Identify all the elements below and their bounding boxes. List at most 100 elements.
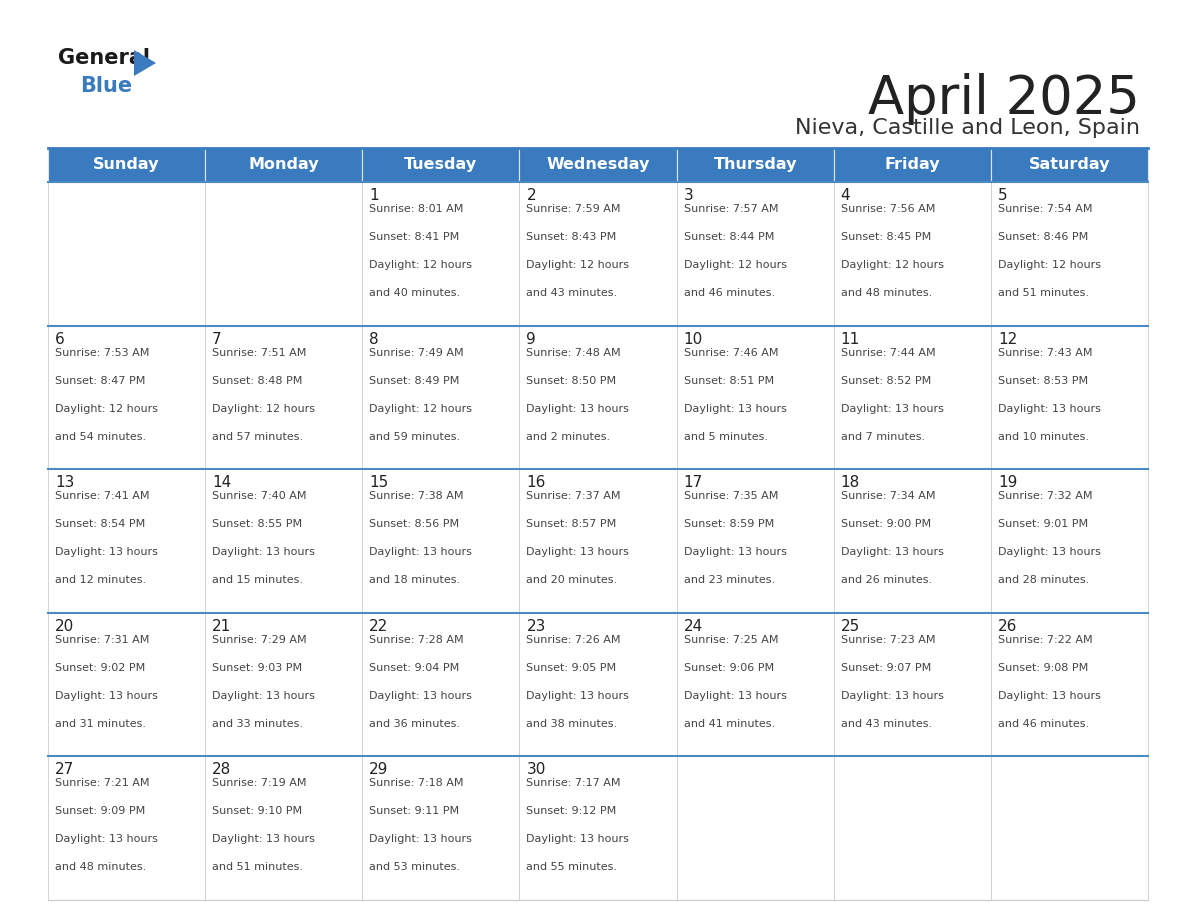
Text: General: General [58,48,150,68]
Text: Sunset: 9:08 PM: Sunset: 9:08 PM [998,663,1088,673]
Text: Sunset: 9:09 PM: Sunset: 9:09 PM [55,806,145,816]
Text: and 40 minutes.: and 40 minutes. [369,288,461,298]
Text: Daylight: 13 hours: Daylight: 13 hours [683,547,786,557]
Text: Daylight: 13 hours: Daylight: 13 hours [526,834,630,845]
Text: Thursday: Thursday [713,158,797,173]
Text: and 43 minutes.: and 43 minutes. [841,719,931,729]
Bar [834,756,991,900]
Text: and 59 minutes.: and 59 minutes. [369,431,461,442]
Text: Sunset: 8:48 PM: Sunset: 8:48 PM [213,375,303,386]
Text: and 43 minutes.: and 43 minutes. [526,288,618,298]
Text: Sunrise: 7:34 AM: Sunrise: 7:34 AM [841,491,935,501]
Text: Daylight: 13 hours: Daylight: 13 hours [841,404,943,414]
Text: Sunrise: 7:56 AM: Sunrise: 7:56 AM [841,204,935,214]
Text: Sunrise: 7:32 AM: Sunrise: 7:32 AM [998,491,1092,501]
Text: Sunrise: 7:43 AM: Sunrise: 7:43 AM [998,348,1092,358]
Bar [991,756,1148,900]
Bar [48,756,206,900]
Text: Monday: Monday [248,158,320,173]
Text: and 7 minutes.: and 7 minutes. [841,431,924,442]
Text: Sunset: 8:47 PM: Sunset: 8:47 PM [55,375,145,386]
Text: 13: 13 [55,476,75,490]
Text: Sunset: 9:06 PM: Sunset: 9:06 PM [683,663,773,673]
Text: 19: 19 [998,476,1017,490]
Text: 26: 26 [998,619,1017,633]
Text: 21: 21 [213,619,232,633]
Text: Daylight: 12 hours: Daylight: 12 hours [213,404,315,414]
Text: Sunrise: 7:53 AM: Sunrise: 7:53 AM [55,348,150,358]
Text: 9: 9 [526,331,536,347]
Text: and 51 minutes.: and 51 minutes. [998,288,1089,298]
Text: Sunrise: 7:46 AM: Sunrise: 7:46 AM [683,348,778,358]
Text: Daylight: 13 hours: Daylight: 13 hours [55,547,158,557]
Text: and 23 minutes.: and 23 minutes. [683,576,775,585]
Text: 20: 20 [55,619,74,633]
Text: Sunrise: 7:17 AM: Sunrise: 7:17 AM [526,778,621,789]
Text: Sunrise: 7:38 AM: Sunrise: 7:38 AM [369,491,463,501]
Text: Sunrise: 7:31 AM: Sunrise: 7:31 AM [55,635,150,644]
Text: Sunrise: 7:37 AM: Sunrise: 7:37 AM [526,491,621,501]
Text: Sunset: 8:50 PM: Sunset: 8:50 PM [526,375,617,386]
Bar [206,182,362,326]
Bar [362,613,519,756]
Text: Sunset: 9:04 PM: Sunset: 9:04 PM [369,663,460,673]
Text: Daylight: 13 hours: Daylight: 13 hours [55,691,158,700]
Bar [991,469,1148,613]
Text: Sunrise: 7:18 AM: Sunrise: 7:18 AM [369,778,463,789]
Text: 16: 16 [526,476,545,490]
Text: Sunset: 9:11 PM: Sunset: 9:11 PM [369,806,460,816]
Bar [206,613,362,756]
Text: and 5 minutes.: and 5 minutes. [683,431,767,442]
Text: and 38 minutes.: and 38 minutes. [526,719,618,729]
Bar [48,182,206,326]
Bar [362,756,519,900]
Text: Daylight: 12 hours: Daylight: 12 hours [526,260,630,270]
Bar [519,148,677,182]
Bar [991,613,1148,756]
Text: Daylight: 13 hours: Daylight: 13 hours [213,547,315,557]
Text: Sunrise: 7:54 AM: Sunrise: 7:54 AM [998,204,1092,214]
Text: Sunset: 9:01 PM: Sunset: 9:01 PM [998,520,1088,529]
Bar [677,148,834,182]
Bar [519,469,677,613]
Text: Sunset: 9:07 PM: Sunset: 9:07 PM [841,663,931,673]
Text: and 10 minutes.: and 10 minutes. [998,431,1089,442]
Bar [48,469,206,613]
Text: and 48 minutes.: and 48 minutes. [55,862,146,872]
Text: Daylight: 13 hours: Daylight: 13 hours [841,547,943,557]
Text: Daylight: 12 hours: Daylight: 12 hours [369,404,473,414]
Bar [677,326,834,469]
Text: and 53 minutes.: and 53 minutes. [369,862,460,872]
Text: Sunset: 8:45 PM: Sunset: 8:45 PM [841,232,931,242]
Text: Sunrise: 7:25 AM: Sunrise: 7:25 AM [683,635,778,644]
Text: Daylight: 13 hours: Daylight: 13 hours [998,404,1101,414]
Text: Sunday: Sunday [94,158,160,173]
Polygon shape [134,50,156,76]
Text: Sunset: 9:03 PM: Sunset: 9:03 PM [213,663,302,673]
Text: Daylight: 13 hours: Daylight: 13 hours [55,834,158,845]
Text: Sunset: 8:41 PM: Sunset: 8:41 PM [369,232,460,242]
Bar [362,326,519,469]
Bar [362,148,519,182]
Text: Daylight: 13 hours: Daylight: 13 hours [369,547,472,557]
Text: Blue: Blue [80,76,132,96]
Bar [48,148,206,182]
Text: 4: 4 [841,188,851,203]
Text: Sunrise: 7:21 AM: Sunrise: 7:21 AM [55,778,150,789]
Bar [48,326,206,469]
Text: 28: 28 [213,763,232,778]
Text: Sunset: 9:12 PM: Sunset: 9:12 PM [526,806,617,816]
Text: 24: 24 [683,619,703,633]
Text: Sunset: 9:00 PM: Sunset: 9:00 PM [841,520,931,529]
Text: and 36 minutes.: and 36 minutes. [369,719,460,729]
Text: and 55 minutes.: and 55 minutes. [526,862,618,872]
Text: Friday: Friday [885,158,940,173]
Text: 23: 23 [526,619,545,633]
Bar [991,182,1148,326]
Text: 7: 7 [213,331,222,347]
Text: Sunset: 9:02 PM: Sunset: 9:02 PM [55,663,145,673]
Text: Sunset: 9:05 PM: Sunset: 9:05 PM [526,663,617,673]
Text: Saturday: Saturday [1029,158,1110,173]
Bar [362,469,519,613]
Text: and 33 minutes.: and 33 minutes. [213,719,303,729]
